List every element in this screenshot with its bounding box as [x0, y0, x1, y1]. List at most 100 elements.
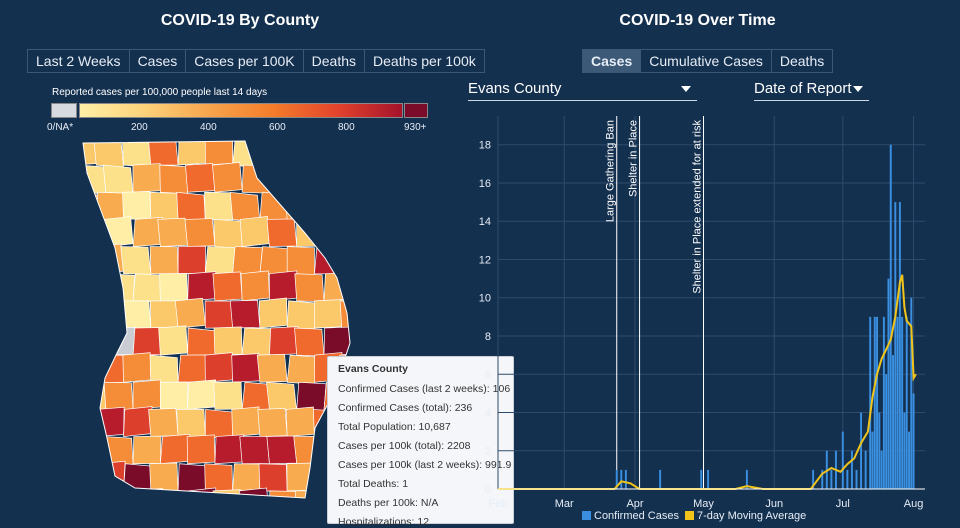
case-bar[interactable] — [624, 469, 627, 489]
county-shape[interactable] — [149, 246, 179, 275]
case-bar[interactable] — [871, 431, 874, 489]
tab-chart-deaths[interactable]: Deaths — [779, 53, 825, 69]
case-bar[interactable] — [873, 316, 876, 489]
county-shape[interactable] — [213, 219, 243, 249]
county-shape[interactable] — [204, 246, 236, 276]
case-bar[interactable] — [830, 469, 833, 489]
county-shape[interactable] — [78, 436, 107, 466]
county-shape[interactable] — [286, 138, 315, 166]
county-shape[interactable] — [75, 191, 99, 223]
county-shape[interactable] — [294, 273, 325, 303]
case-bar[interactable] — [821, 469, 824, 489]
case-bar[interactable] — [876, 316, 879, 489]
case-bar[interactable] — [615, 469, 618, 489]
county-shape[interactable] — [205, 409, 234, 440]
case-bar[interactable] — [905, 316, 908, 489]
case-bar[interactable] — [880, 450, 883, 489]
case-bar[interactable] — [812, 469, 815, 489]
county-shape[interactable] — [214, 434, 244, 465]
county-shape[interactable] — [341, 246, 370, 277]
county-shape[interactable] — [95, 300, 127, 329]
county-shape[interactable] — [351, 163, 375, 192]
tab-cases-per-100k[interactable]: Cases per 100K — [186, 50, 304, 72]
county-shape[interactable] — [232, 463, 263, 492]
county-shape[interactable] — [177, 354, 209, 383]
county-shape[interactable] — [157, 217, 189, 247]
county-shape[interactable] — [259, 191, 290, 221]
case-bar[interactable] — [855, 469, 858, 489]
county-shape[interactable] — [323, 326, 352, 356]
county-shape[interactable] — [204, 352, 233, 383]
county-shape[interactable] — [351, 273, 375, 301]
county-select[interactable]: Evans County — [468, 80, 697, 101]
county-shape[interactable] — [286, 246, 315, 276]
county-shape[interactable] — [75, 354, 97, 385]
county-shape[interactable] — [323, 163, 352, 193]
date-type-select[interactable]: Date of Report — [754, 80, 869, 101]
tab-last-2-weeks[interactable]: Last 2 Weeks — [28, 50, 130, 72]
county-shape[interactable] — [312, 138, 343, 166]
county-shape[interactable] — [239, 435, 270, 465]
county-shape[interactable] — [77, 219, 107, 249]
county-shape[interactable] — [176, 191, 206, 223]
county-shape[interactable] — [159, 164, 188, 195]
county-shape[interactable] — [184, 218, 216, 247]
county-shape[interactable] — [77, 327, 107, 357]
county-shape[interactable] — [323, 272, 353, 302]
county-shape[interactable] — [269, 270, 298, 302]
county-shape[interactable] — [95, 354, 125, 383]
case-bar[interactable] — [878, 412, 881, 489]
county-shape[interactable] — [204, 138, 233, 166]
case-bar[interactable] — [896, 316, 899, 489]
case-bar[interactable] — [892, 355, 895, 489]
county-shape[interactable] — [132, 163, 161, 193]
tab-deaths-per-100k[interactable]: Deaths per 100k — [373, 53, 476, 69]
county-shape[interactable] — [231, 406, 261, 437]
case-bar[interactable] — [700, 469, 703, 489]
case-bar[interactable] — [846, 469, 849, 489]
county-shape[interactable] — [103, 381, 134, 411]
county-shape[interactable] — [75, 407, 97, 437]
county-shape[interactable] — [132, 273, 164, 303]
county-shape[interactable] — [257, 408, 288, 437]
county-shape[interactable] — [120, 246, 152, 275]
county-shape[interactable] — [239, 216, 270, 247]
county-shape[interactable] — [204, 191, 233, 221]
county-shape[interactable] — [231, 353, 261, 383]
county-shape[interactable] — [186, 434, 216, 465]
county-shape[interactable] — [314, 299, 343, 329]
county-shape[interactable] — [158, 325, 189, 356]
case-bar[interactable] — [659, 469, 662, 489]
county-shape[interactable] — [212, 271, 243, 302]
county-map[interactable] — [75, 138, 375, 518]
county-shape[interactable] — [149, 462, 179, 492]
county-shape[interactable] — [286, 354, 318, 385]
county-shape[interactable] — [185, 163, 216, 193]
county-shape[interactable] — [122, 352, 152, 383]
case-bar[interactable] — [860, 412, 863, 489]
case-bar[interactable] — [898, 202, 901, 490]
county-shape[interactable] — [294, 327, 325, 357]
case-bar[interactable] — [707, 469, 710, 489]
county-shape[interactable] — [105, 490, 135, 518]
county-shape[interactable] — [312, 189, 343, 220]
county-shape[interactable] — [266, 381, 298, 412]
tab-deaths[interactable]: Deaths — [304, 50, 366, 72]
county-shape[interactable] — [240, 270, 270, 302]
county-shape[interactable] — [159, 381, 188, 410]
county-shape[interactable] — [259, 138, 288, 169]
county-shape[interactable] — [149, 300, 179, 329]
county-shape[interactable] — [284, 191, 315, 222]
county-shape[interactable] — [187, 379, 216, 410]
case-bar[interactable] — [850, 450, 853, 489]
county-shape[interactable] — [159, 433, 191, 465]
county-shape[interactable] — [76, 164, 107, 195]
county-shape[interactable] — [296, 218, 325, 247]
county-shape[interactable] — [148, 408, 179, 437]
county-shape[interactable] — [157, 490, 189, 518]
county-shape[interactable] — [232, 246, 263, 276]
county-shape[interactable] — [105, 326, 137, 356]
tab-chart-cases[interactable]: Cases — [583, 50, 642, 72]
county-shape[interactable] — [204, 463, 233, 493]
county-shape[interactable] — [187, 271, 217, 302]
